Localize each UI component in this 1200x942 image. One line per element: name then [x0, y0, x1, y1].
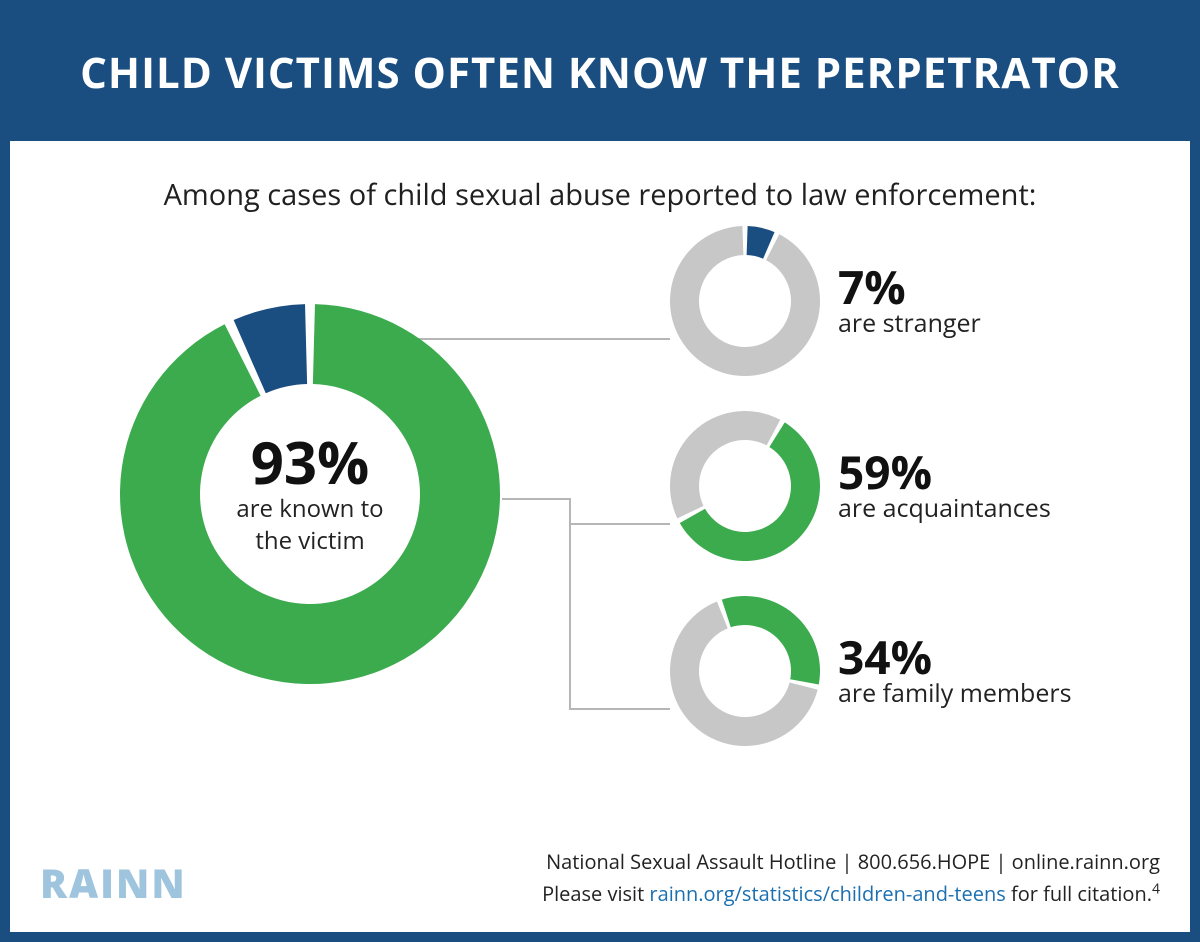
small-donut-family: [670, 596, 820, 746]
citation-mark: 4: [1152, 879, 1160, 898]
page-title: CHILD VICTIMS OFTEN KNOW THE PERPETRATOR: [80, 44, 1120, 101]
main-donut: 93% are known to the victim: [120, 304, 500, 684]
main-donut-text-line1: are known to: [236, 495, 383, 523]
small-percent-acquaintances: 59%: [838, 449, 1051, 495]
footer-line1: National Sexual Assault Hotline | 800.65…: [542, 846, 1160, 878]
logo: RAINN: [40, 855, 187, 910]
main-donut-label: 93% are known to the victim: [120, 304, 500, 684]
footer-link[interactable]: rainn.org/statistics/children-and-teens: [649, 880, 1005, 907]
small-label-stranger: are stranger: [838, 310, 981, 338]
small-donut-stranger: [670, 226, 820, 376]
small-chart-stranger: 7% are stranger: [670, 264, 981, 338]
small-percent-family: 34%: [838, 634, 1072, 680]
subtitle: Among cases of child sexual abuse report…: [10, 175, 1190, 214]
small-donut-stranger-svg: [670, 226, 820, 376]
small-chart-family: 34% are family members: [670, 634, 1072, 708]
header-bar: CHILD VICTIMS OFTEN KNOW THE PERPETRATOR: [10, 10, 1190, 141]
small-percent-stranger: 7%: [838, 264, 981, 310]
small-chart-acquaintances: 59% are acquaintances: [670, 449, 1051, 523]
footer-line2: Please visit rainn.org/statistics/childr…: [542, 878, 1160, 910]
footer: RAINN National Sexual Assault Hotline | …: [40, 846, 1160, 910]
footer-text: National Sexual Assault Hotline | 800.65…: [542, 846, 1160, 910]
main-donut-percent: 93%: [251, 433, 370, 491]
main-donut-text-line2: the victim: [255, 527, 364, 555]
small-donut-acquaintances: [670, 411, 820, 561]
footer-line2-suffix: for full citation.: [1006, 880, 1152, 907]
footer-line2-prefix: Please visit: [542, 880, 649, 907]
small-label-family: are family members: [838, 680, 1072, 708]
small-label-acquaintances: are acquaintances: [838, 495, 1051, 523]
chart-area: 93% are known to the victim 7% are stran…: [10, 234, 1190, 804]
small-donut-family-svg: [670, 596, 820, 746]
infographic-frame: CHILD VICTIMS OFTEN KNOW THE PERPETRATOR…: [0, 0, 1200, 942]
small-donut-acquaintances-svg: [670, 411, 820, 561]
